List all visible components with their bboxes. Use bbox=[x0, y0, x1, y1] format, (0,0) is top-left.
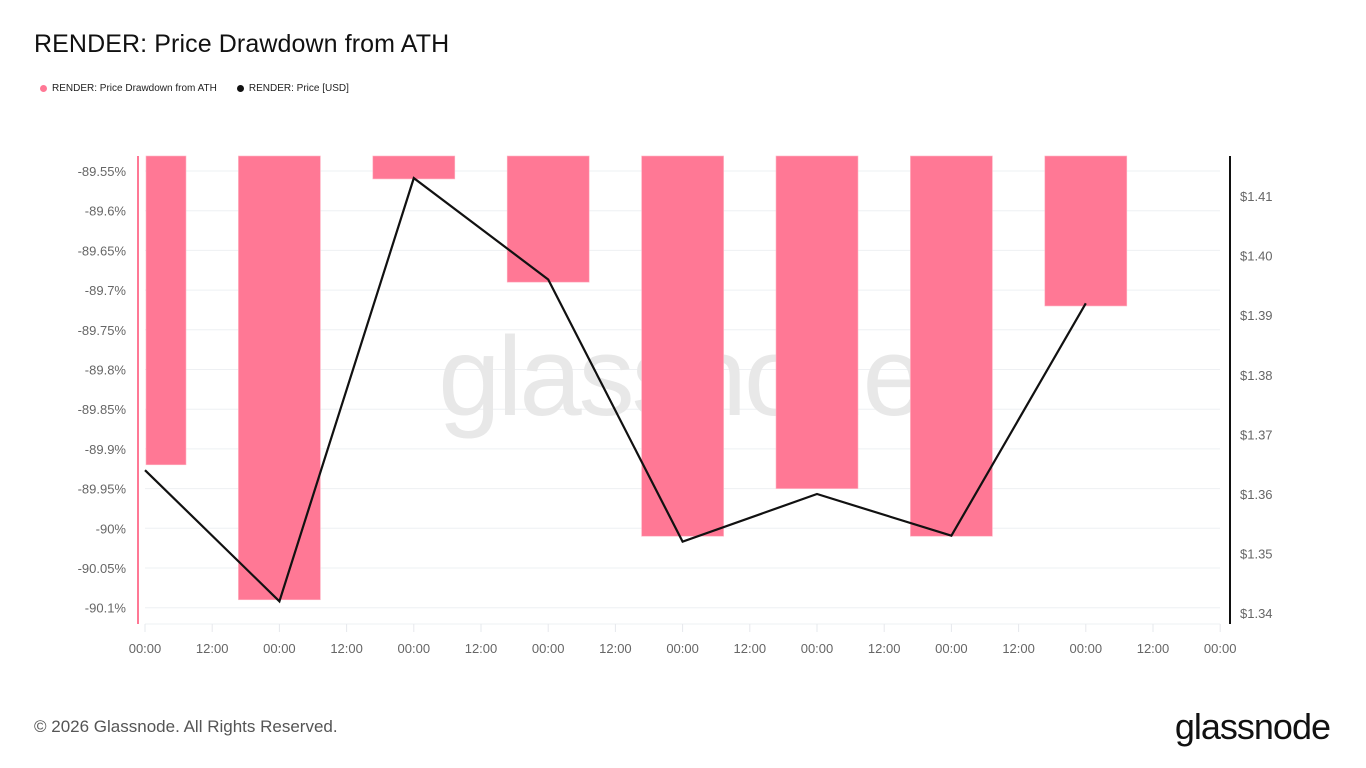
x-tick-label: 00:00 bbox=[935, 641, 968, 656]
left-axis-ticks: -89.55% -89.6% -89.65% -89.7% -89.75% -89.8% -… bbox=[78, 164, 127, 616]
left-tick-label: -89.75% bbox=[78, 323, 127, 338]
legend-label-drawdown: RENDER: Price Drawdown from ATH bbox=[52, 83, 217, 94]
x-tick-label: 00:00 bbox=[1070, 641, 1103, 656]
left-tick-label: -89.6% bbox=[85, 204, 127, 219]
x-tick-label: 12:00 bbox=[330, 641, 363, 656]
legend: RENDER: Price Drawdown from ATH RENDER: … bbox=[40, 83, 349, 94]
x-axis-ticks: 00:00 12:00 00:00 12:00 00:00 12:00 00:00 12:00… bbox=[129, 624, 1237, 656]
legend-item-price[interactable]: RENDER: Price [USD] bbox=[236, 83, 349, 94]
legend-item-drawdown[interactable]: RENDER: Price Drawdown from ATH bbox=[40, 83, 217, 94]
x-tick-label: 12:00 bbox=[868, 641, 901, 656]
x-tick-label: 00:00 bbox=[263, 641, 296, 656]
drawdown-bar[interactable] bbox=[506, 155, 590, 283]
right-tick-label: $1.41 bbox=[1240, 189, 1273, 204]
glassnode-logo: glassnode bbox=[1174, 706, 1331, 747]
drawdown-bar[interactable] bbox=[145, 155, 187, 466]
left-tick-label: -89.8% bbox=[85, 363, 127, 378]
left-tick-label: -89.85% bbox=[78, 402, 127, 417]
x-tick-label: 00:00 bbox=[398, 641, 431, 656]
left-tick-label: -89.55% bbox=[78, 164, 127, 179]
drawdown-bar[interactable] bbox=[372, 155, 456, 180]
legend-swatch-drawdown bbox=[40, 85, 47, 92]
left-tick-label: -89.95% bbox=[78, 482, 127, 497]
x-tick-label: 00:00 bbox=[129, 641, 162, 656]
left-tick-label: -89.7% bbox=[85, 283, 127, 298]
drawdown-bar[interactable] bbox=[641, 155, 724, 537]
x-tick-label: 12:00 bbox=[465, 641, 498, 656]
x-tick-label: 12:00 bbox=[599, 641, 632, 656]
x-tick-label: 12:00 bbox=[196, 641, 229, 656]
drawdown-bars bbox=[145, 155, 1128, 601]
right-tick-label: $1.37 bbox=[1240, 427, 1273, 442]
right-tick-label: $1.40 bbox=[1240, 249, 1273, 264]
x-tick-label: 00:00 bbox=[1204, 641, 1237, 656]
drawdown-bar[interactable] bbox=[775, 155, 859, 489]
x-tick-label: 00:00 bbox=[801, 641, 834, 656]
x-tick-label: 12:00 bbox=[734, 641, 767, 656]
right-tick-label: $1.39 bbox=[1240, 308, 1273, 323]
price-line bbox=[144, 176, 1087, 604]
drawdown-bar[interactable] bbox=[238, 155, 321, 601]
chart-title: RENDER: Price Drawdown from ATH bbox=[34, 30, 450, 58]
right-tick-label: $1.36 bbox=[1240, 487, 1273, 502]
left-tick-label: -89.9% bbox=[85, 442, 127, 457]
right-axis-ticks: $1.41 $1.40 $1.39 $1.38 $1.37 $1.36 $1.35 $1.34 bbox=[1240, 189, 1273, 621]
left-tick-label: -89.65% bbox=[78, 243, 127, 258]
drawdown-bar[interactable] bbox=[910, 155, 993, 537]
x-tick-label: 00:00 bbox=[532, 641, 565, 656]
right-tick-label: $1.38 bbox=[1240, 368, 1273, 383]
legend-swatch-price bbox=[236, 85, 244, 92]
drawdown-bar[interactable] bbox=[1044, 155, 1128, 307]
x-tick-label: 12:00 bbox=[1002, 641, 1035, 656]
left-tick-label: -90% bbox=[96, 521, 127, 536]
copyright-text: © 2026 Glassnode. All Rights Reserved. bbox=[34, 717, 338, 736]
right-tick-label: $1.35 bbox=[1240, 547, 1273, 562]
left-tick-label: -90.05% bbox=[78, 561, 127, 576]
legend-label-price: RENDER: Price [USD] bbox=[248, 83, 349, 94]
x-tick-label: 00:00 bbox=[666, 641, 699, 656]
x-tick-label: 12:00 bbox=[1137, 641, 1170, 656]
left-tick-label: -90.1% bbox=[85, 601, 127, 616]
right-tick-label: $1.34 bbox=[1240, 606, 1273, 621]
